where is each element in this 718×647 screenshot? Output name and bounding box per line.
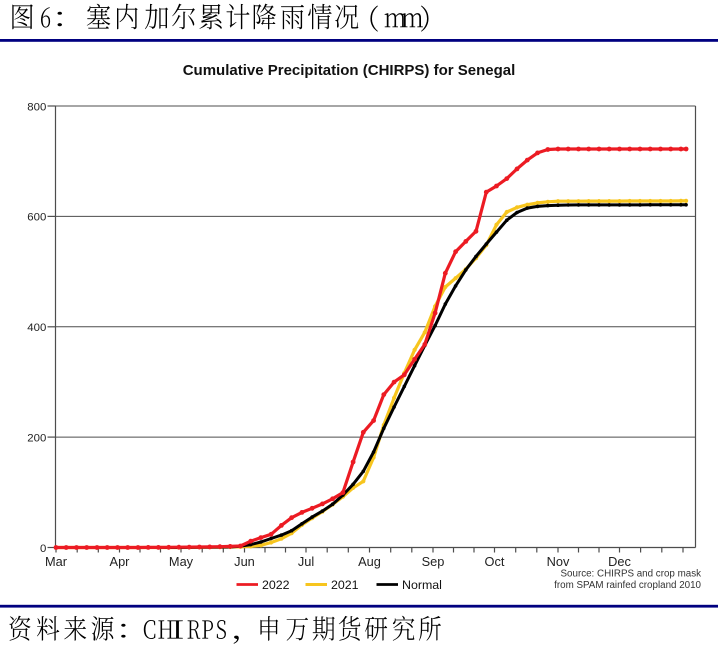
svg-text:Jul: Jul: [298, 554, 314, 569]
svg-text:Jun: Jun: [234, 554, 255, 569]
svg-text:Dec: Dec: [608, 554, 631, 569]
svg-text:2022: 2022: [262, 578, 290, 592]
svg-text:Mar: Mar: [45, 554, 68, 569]
svg-text:0: 0: [40, 543, 46, 555]
svg-text:600: 600: [27, 212, 46, 224]
svg-text:Nov: Nov: [547, 554, 570, 569]
svg-text:Apr: Apr: [110, 554, 131, 569]
svg-text:400: 400: [27, 322, 46, 334]
svg-text:800: 800: [27, 101, 46, 113]
svg-text:Oct: Oct: [485, 554, 505, 569]
svg-text:May: May: [169, 554, 194, 569]
svg-text:Normal: Normal: [402, 578, 442, 592]
svg-text:from SPAM rainfed cropland 201: from SPAM rainfed cropland 2010: [554, 580, 701, 591]
svg-text:2021: 2021: [331, 578, 359, 592]
svg-text:Source: CHIRPS and crop mask: Source: CHIRPS and crop mask: [561, 568, 702, 579]
svg-text:Sep: Sep: [422, 554, 445, 569]
svg-text:Aug: Aug: [358, 554, 381, 569]
svg-text:Cumulative Precipitation (CHIR: Cumulative Precipitation (CHIRPS) for Se…: [183, 62, 516, 79]
svg-text:200: 200: [27, 432, 46, 444]
